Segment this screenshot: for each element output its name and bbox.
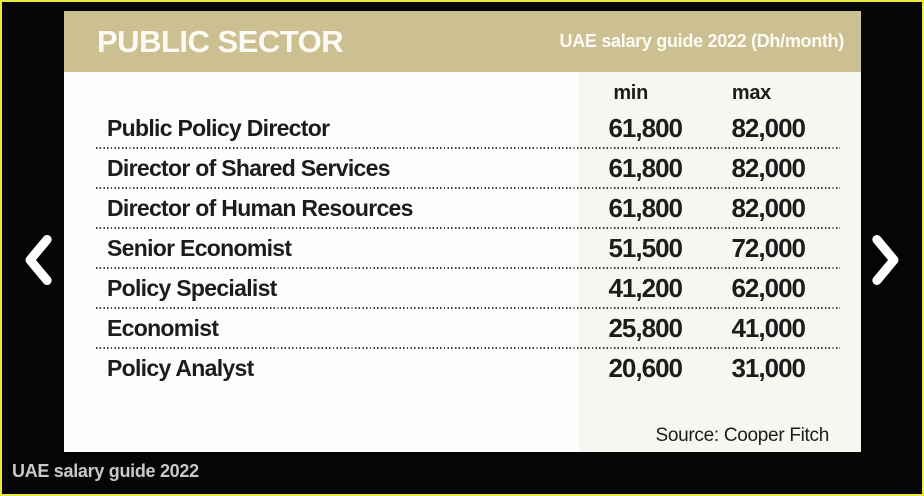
max-value: 62,000 xyxy=(731,272,806,303)
role-label: Policy Specialist xyxy=(107,274,277,301)
table-row: Policy Specialist 41,200 62,000 xyxy=(96,268,840,309)
column-header-min: min xyxy=(613,82,648,104)
source-attribution: Source: Cooper Fitch xyxy=(655,425,829,446)
max-value: 31,000 xyxy=(731,352,806,383)
role-label: Director of Human Resources xyxy=(107,194,413,221)
max-value: 41,000 xyxy=(731,312,806,343)
table-row: Director of Human Resources 61,800 82,00… xyxy=(96,188,840,229)
table-column-headers: min max xyxy=(96,72,840,108)
min-value: 61,800 xyxy=(608,152,683,183)
table-row: Director of Shared Services 61,800 82,00… xyxy=(96,148,840,189)
salary-table: min max Public Policy Director 61,800 82… xyxy=(64,72,861,452)
min-value: 41,200 xyxy=(608,272,683,303)
salary-table-card: PUBLIC SECTOR UAE salary guide 2022 (Dh/… xyxy=(64,11,861,452)
min-value: 20,600 xyxy=(608,352,683,383)
max-value: 82,000 xyxy=(731,112,806,143)
min-value: 61,800 xyxy=(608,192,683,223)
card-subtitle: UAE salary guide 2022 (Dh/month) xyxy=(559,31,845,51)
min-value: 51,500 xyxy=(608,232,683,263)
min-value: 25,800 xyxy=(608,312,683,343)
min-value: 61,800 xyxy=(608,112,683,143)
chevron-right-icon xyxy=(872,235,900,285)
max-value: 82,000 xyxy=(731,192,806,223)
max-value: 72,000 xyxy=(731,232,806,263)
next-slide-button[interactable] xyxy=(864,230,908,290)
column-header-max: max xyxy=(731,82,771,104)
table-row: Senior Economist 51,500 72,000 xyxy=(96,228,840,269)
role-label: Director of Shared Services xyxy=(107,154,390,181)
max-value: 82,000 xyxy=(731,152,806,183)
card-header: PUBLIC SECTOR UAE salary guide 2022 (Dh/… xyxy=(64,11,861,72)
role-label: Economist xyxy=(107,314,219,341)
card-title: PUBLIC SECTOR xyxy=(97,23,344,59)
role-label: Policy Analyst xyxy=(107,354,254,381)
chevron-left-icon xyxy=(24,235,52,285)
values-background-panel xyxy=(579,72,861,452)
table-row: Policy Analyst 20,600 31,000 xyxy=(96,348,840,388)
role-label: Senior Economist xyxy=(107,234,292,261)
image-caption: UAE salary guide 2022 xyxy=(12,461,199,481)
previous-slide-button[interactable] xyxy=(16,230,60,290)
table-row: Public Policy Director 61,800 82,000 xyxy=(96,108,840,149)
role-label: Public Policy Director xyxy=(107,114,330,141)
table-row: Economist 25,800 41,000 xyxy=(96,308,840,349)
